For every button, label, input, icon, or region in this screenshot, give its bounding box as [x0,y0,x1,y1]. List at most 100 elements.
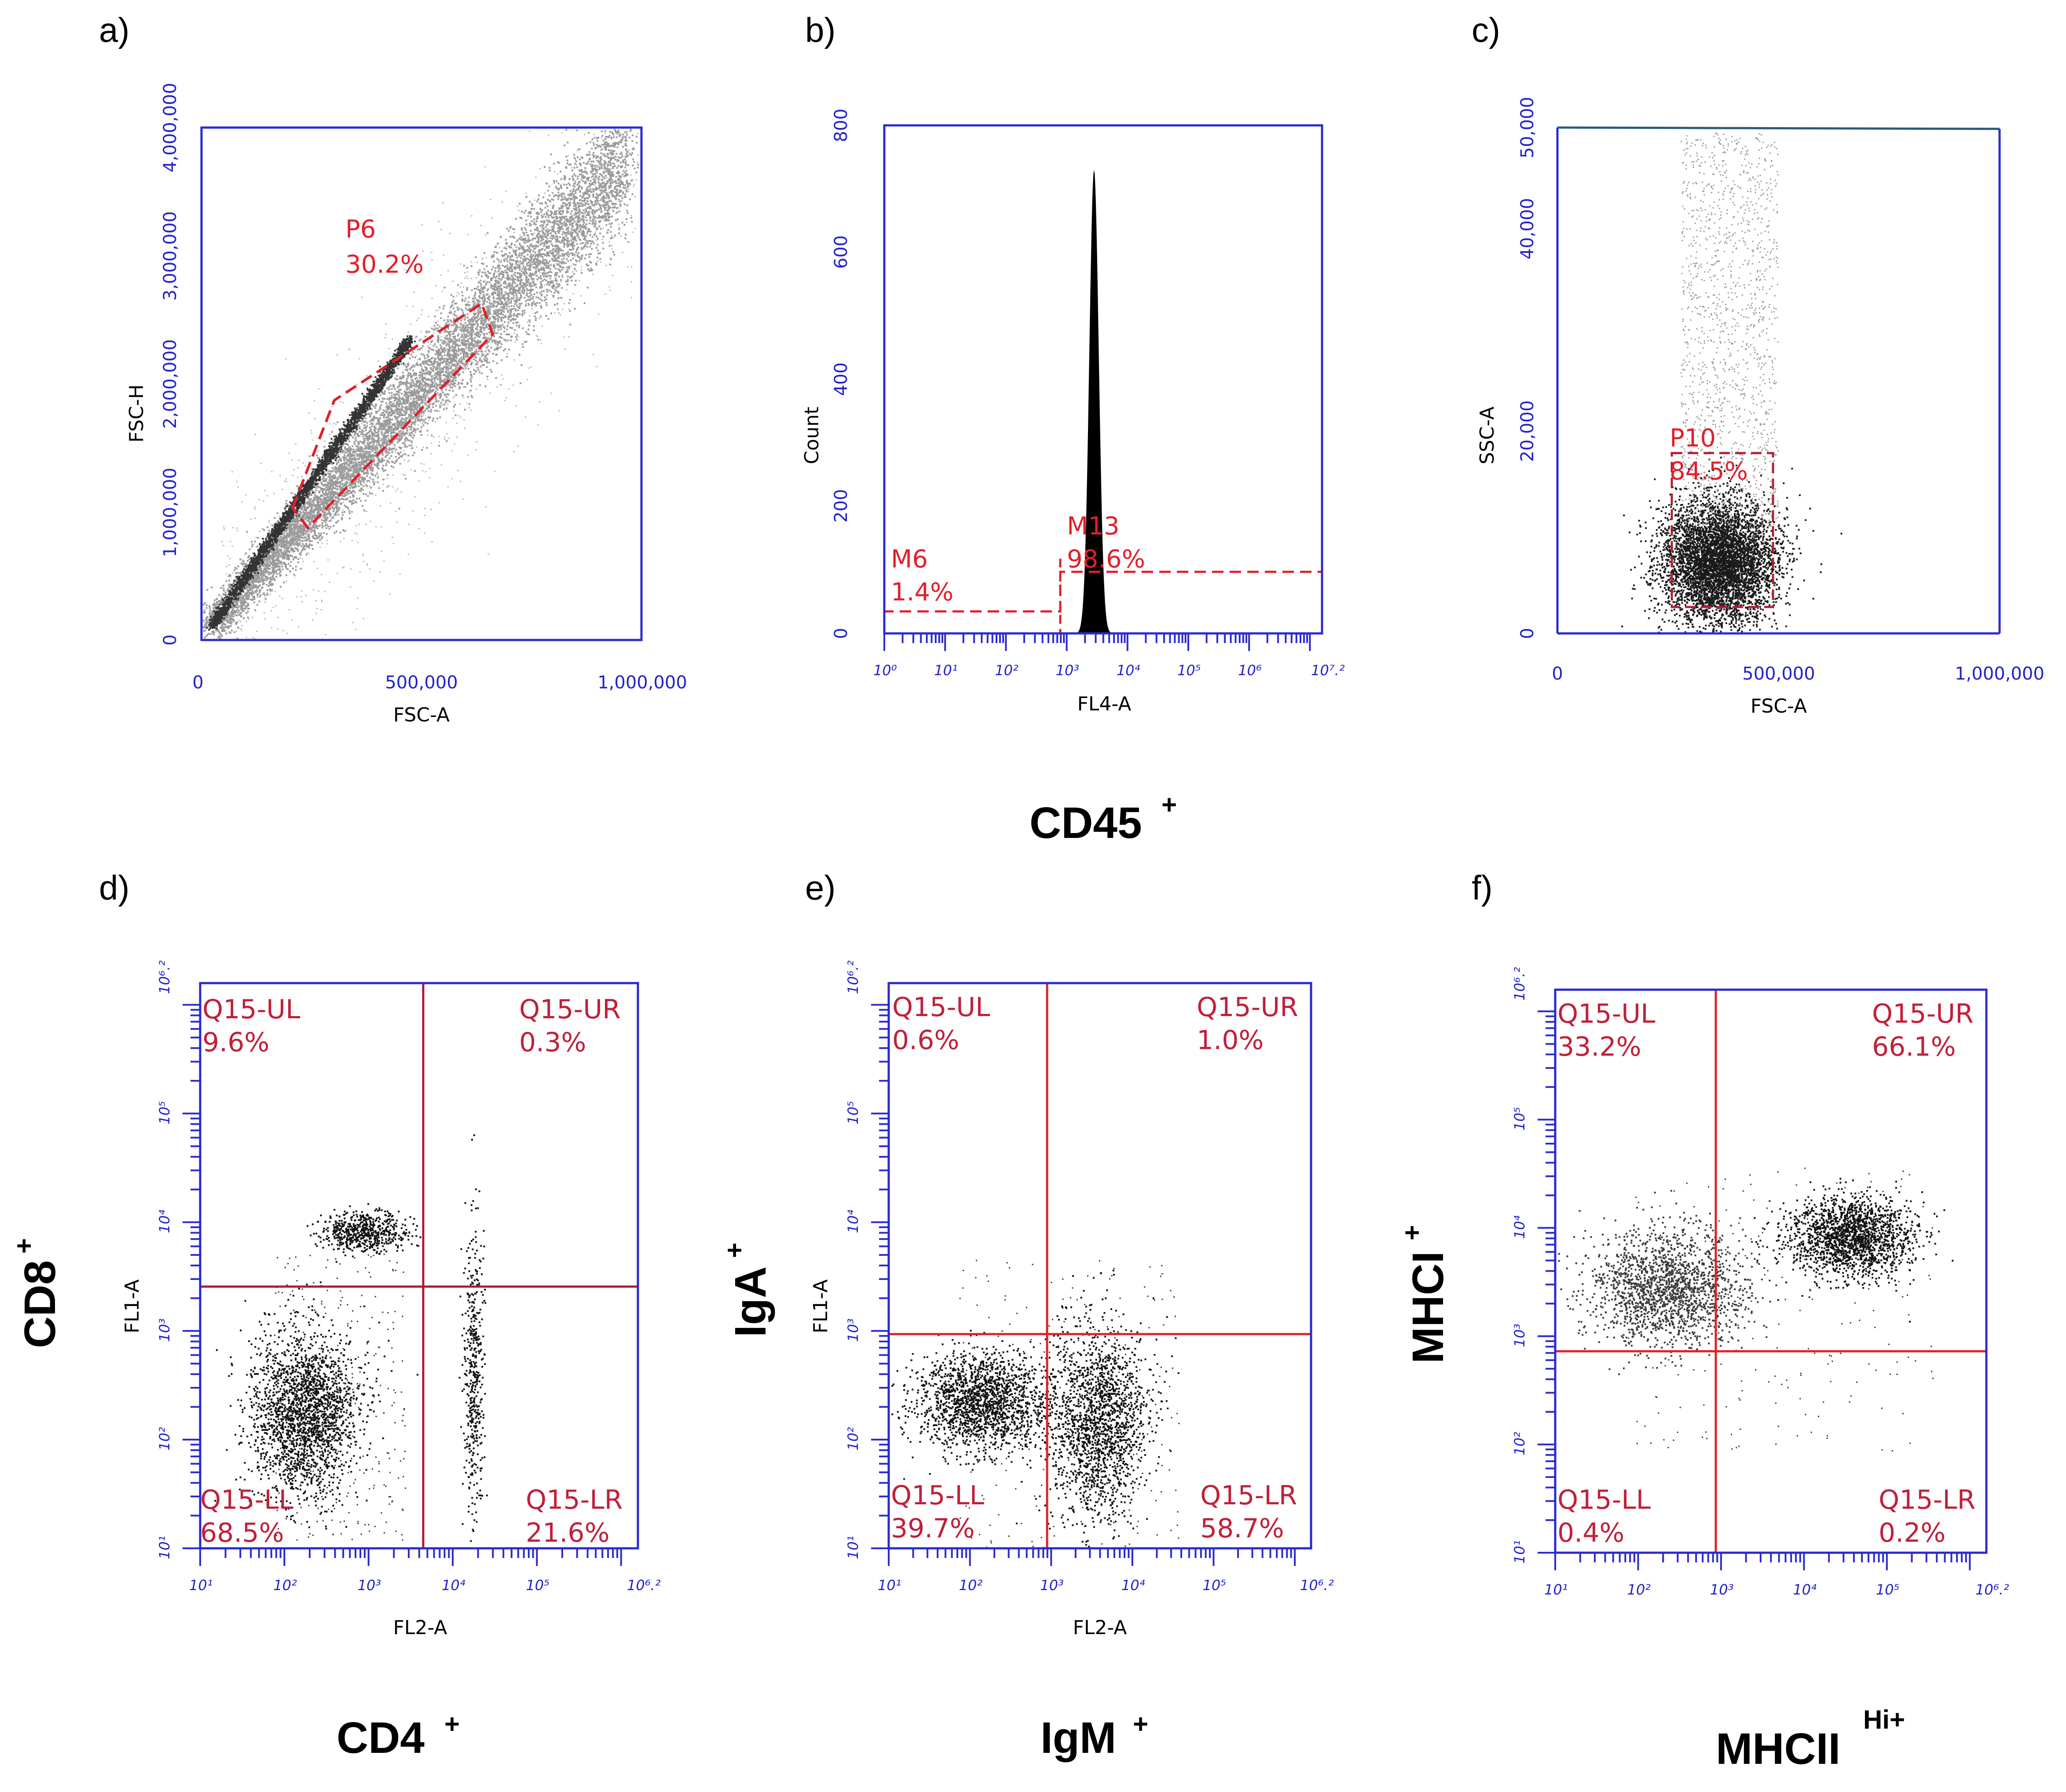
panel-d-ytick-label: 10⁴ [156,1210,173,1233]
panel-d-xtick-label: 10² [273,1577,297,1594]
panel-d-ul-name: Q15-UL [202,994,300,1025]
panel-d-xtick-label: 10¹ [189,1577,213,1594]
panel-b-xtick-label: 10¹ [934,662,958,679]
panel-f-xtick-label: 10² [1627,1581,1651,1598]
panel-d-ll-name: Q15-LL [200,1485,294,1515]
panel-a-xlabel: FSC-A [393,704,450,726]
panel-d-lr-percent: 21.6% [526,1518,610,1548]
panel-c-gate-name: P10 [1670,424,1716,453]
panel-d-cloud-sparse [273,1254,406,1541]
panel-f-log-axes: 10¹ 10² 10³ 10⁴ 10⁵ 10⁶.² 10¹ 10² 10³ 10⁴ 10⁵ 10⁶.² [1511,967,2009,1598]
panel-e-ytick-label: 10¹ [845,1536,861,1559]
panel-d-ylabel: FL1-A [121,1280,143,1334]
panel-c: c) P10 84.5% 0 500,000 1,000,000 FSC-A 0… [1472,11,2044,717]
panel-c-gate-percent: 84.5% [1670,457,1748,486]
panel-d-ytick-label: 10¹ [156,1536,173,1559]
panel-e-xtick-label: 10³ [1040,1577,1064,1594]
panel-d-lr-name: Q15-LR [526,1485,623,1515]
panel-f-y-sup: + [1397,1225,1427,1240]
panel-e-ll-name: Q15-LL [891,1480,985,1511]
panel-b-ytick: 800 [831,109,851,142]
panel-b-xtick-label: 10⁰ [873,662,897,679]
panel-b-ylabel: Count [801,407,823,464]
panel-a-xtick: 500,000 [385,673,458,693]
panel-d-xtick-label: 10⁴ [442,1577,465,1594]
panel-c-points [1621,132,1843,633]
panel-e-xtick-label: 10⁴ [1121,1577,1145,1594]
panel-c-ytick: 40,000 [1517,198,1538,260]
panel-b-xtick-label: 10⁷.² [1311,662,1345,679]
panel-f-xtick-label: 10⁵ [1876,1581,1900,1598]
panel-b-x-minor-ticks [883,633,1311,651]
panel-d-ul-percent: 9.6% [202,1027,269,1058]
panel-a: a) P6 30.2% 0 500,000 1,000,000 FSC-A 0 … [99,11,687,726]
panel-c-ytick: 0 [1517,628,1538,639]
panel-e-ul-name: Q15-UL [892,992,990,1023]
panel-c-xlabel: FSC-A [1751,695,1807,717]
panel-e-label: e) [805,868,835,907]
panel-d-xtick-label: 10⁵ [526,1577,549,1594]
panel-b-label: b) [805,11,835,49]
panel-c-ytick: 50,000 [1517,97,1538,158]
panel-d-cloud-lr [458,1134,488,1542]
panel-b-histogram-peak [1060,170,1128,634]
panel-b-m13-name: M13 [1067,512,1120,541]
panel-a-gate-name: P6 [345,215,376,244]
panel-c-ytick: 20,000 [1517,400,1538,462]
panel-e-ytick-label: 10⁶.² [845,960,861,994]
panel-f-ytick-label: 10³ [1511,1324,1528,1347]
panel-d-xtick-label: 10³ [358,1577,381,1594]
panel-e-ll-percent: 39.7% [891,1513,975,1544]
panel-f-cloud-ul [1558,1190,1839,1383]
panel-b-xtick-label: 10³ [1056,662,1080,679]
panel-c-gate-p10 [1670,452,1774,608]
panel-f-points [1558,1167,1954,1452]
panel-f-ur-percent: 66.1% [1872,1031,1956,1062]
panel-f-lr-name: Q15-LR [1879,1485,1975,1515]
panel-b-ytick: 0 [831,628,851,639]
panel-b-xtick-label: 10⁶ [1238,662,1262,679]
panel-e-ul-percent: 0.6% [892,1025,959,1056]
panel-f-x-marker: MHCII [1716,1724,1840,1774]
panel-f-ul-name: Q15-UL [1557,998,1656,1029]
panel-d-cloud-ul [307,1203,421,1263]
panel-b-xlabel: FL4-A [1077,693,1132,715]
panel-e-points [891,1260,1180,1548]
panel-a-points [202,129,639,640]
panel-e-cloud-lr [1016,1269,1180,1548]
panel-e-log-axes: 10¹ 10² 10³ 10⁴ 10⁵ 10⁶.² 10¹ 10² 10³ 10⁴ 10⁵ 10⁶.² [845,960,1334,1594]
panel-d-points [214,1134,488,1542]
panel-f-ytick-label: 10² [1511,1432,1528,1456]
panel-a-ytick: 4,000,000 [160,83,180,172]
panel-e-ytick-label: 10⁵ [845,1101,861,1125]
panel-d-label: d) [99,868,129,907]
panel-e-lr-name: Q15-LR [1200,1480,1297,1511]
panel-d-xtick-label: 10⁶.² [627,1577,661,1594]
panel-a-ylabel: FSC-H [125,384,148,443]
panel-f-ytick-label: 10⁶.² [1511,967,1528,1001]
panel-d-x-sup: + [444,1709,460,1739]
panel-d-y-marker: CD8 [15,1260,65,1348]
panel-b-marker-label: CD45 [1029,798,1142,848]
panel-e-y-marker: IgA [726,1266,775,1337]
panel-f-ytick-label: 10⁵ [1511,1107,1528,1131]
panel-f-y-marker: MHCI [1403,1251,1453,1364]
panel-e-ylabel: FL1-A [810,1280,832,1334]
panel-f-frame [1554,988,1988,1554]
panel-d-frame [199,982,639,1550]
panel-a-point-cloud-main [202,129,639,640]
panel-f-ytick-label: 10⁴ [1511,1215,1528,1239]
panel-b-xtick-label: 10² [995,662,1018,679]
panel-e-xtick-label: 10² [959,1577,983,1594]
panel-f-ll-name: Q15-LL [1557,1485,1651,1515]
panel-a-ytick: 2,000,000 [160,339,180,429]
panel-f-xtick-label: 10⁶.² [1975,1581,2009,1598]
panel-d-xlabel: FL2-A [393,1616,447,1639]
panel-a-point-cloud-singlets [205,335,416,631]
panel-f-cloud-ur [1754,1178,1954,1323]
panel-e-ytick-label: 10² [845,1427,861,1451]
panel-f-ll-percent: 0.4% [1557,1518,1624,1548]
panel-d-ur-name: Q15-UR [519,994,621,1025]
panel-e-ytick-label: 10⁴ [845,1210,861,1233]
